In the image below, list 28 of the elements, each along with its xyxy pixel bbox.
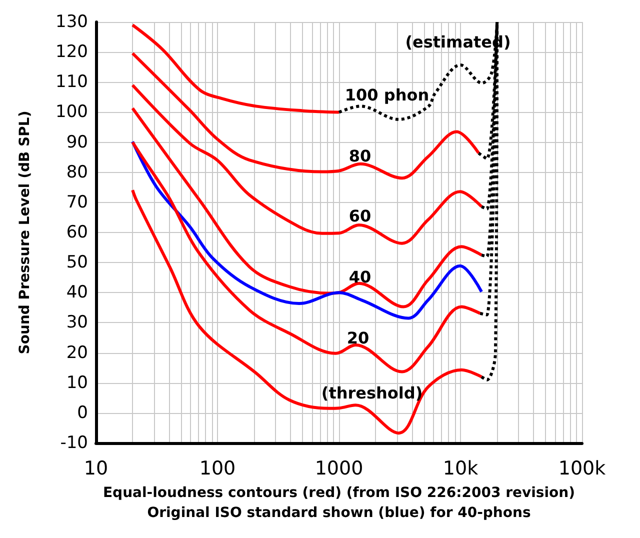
x-tick-label: 1000: [314, 458, 364, 480]
y-tick-label: 10: [66, 372, 88, 393]
y-tick-label: 50: [66, 252, 88, 273]
y-tick-label: 120: [56, 42, 88, 62]
x-axis-title: Equal-loudness contours (red) (from ISO 226:2003 revision) Original ISO standard shown (blue) for 40-phons: [102, 484, 576, 521]
x-tick-label: 10k: [442, 458, 478, 480]
y-tick-label: 0: [77, 402, 88, 423]
y-tick-label: 90: [66, 132, 88, 152]
y-tick-label: 70: [66, 192, 88, 212]
y-tick-label: 100: [56, 102, 88, 122]
annotation: 20: [346, 328, 370, 348]
annotation: (threshold): [321, 384, 423, 402]
y-tick-label: 110: [56, 72, 88, 92]
x-tick-label: 100k: [558, 458, 606, 480]
annotation: 80: [348, 146, 372, 166]
y-tick-label: 30: [66, 312, 88, 333]
y-tick-label: 80: [66, 162, 88, 182]
y-tick-label: 130: [56, 12, 88, 32]
annotation: 40: [348, 268, 372, 286]
annotation: 60: [348, 206, 372, 226]
y-tick-label: 20: [66, 342, 88, 363]
x-tick-label: 100: [199, 458, 236, 480]
x-tick-label: 10: [84, 458, 108, 480]
annotation: 100 phon: [344, 86, 430, 104]
y-tick-label: 40: [66, 282, 88, 303]
y-tick-label: -10: [60, 433, 88, 453]
y-tick-label: 60: [66, 222, 88, 242]
y-axis-title: Sound Pressure Level (dB SPL): [17, 110, 33, 354]
